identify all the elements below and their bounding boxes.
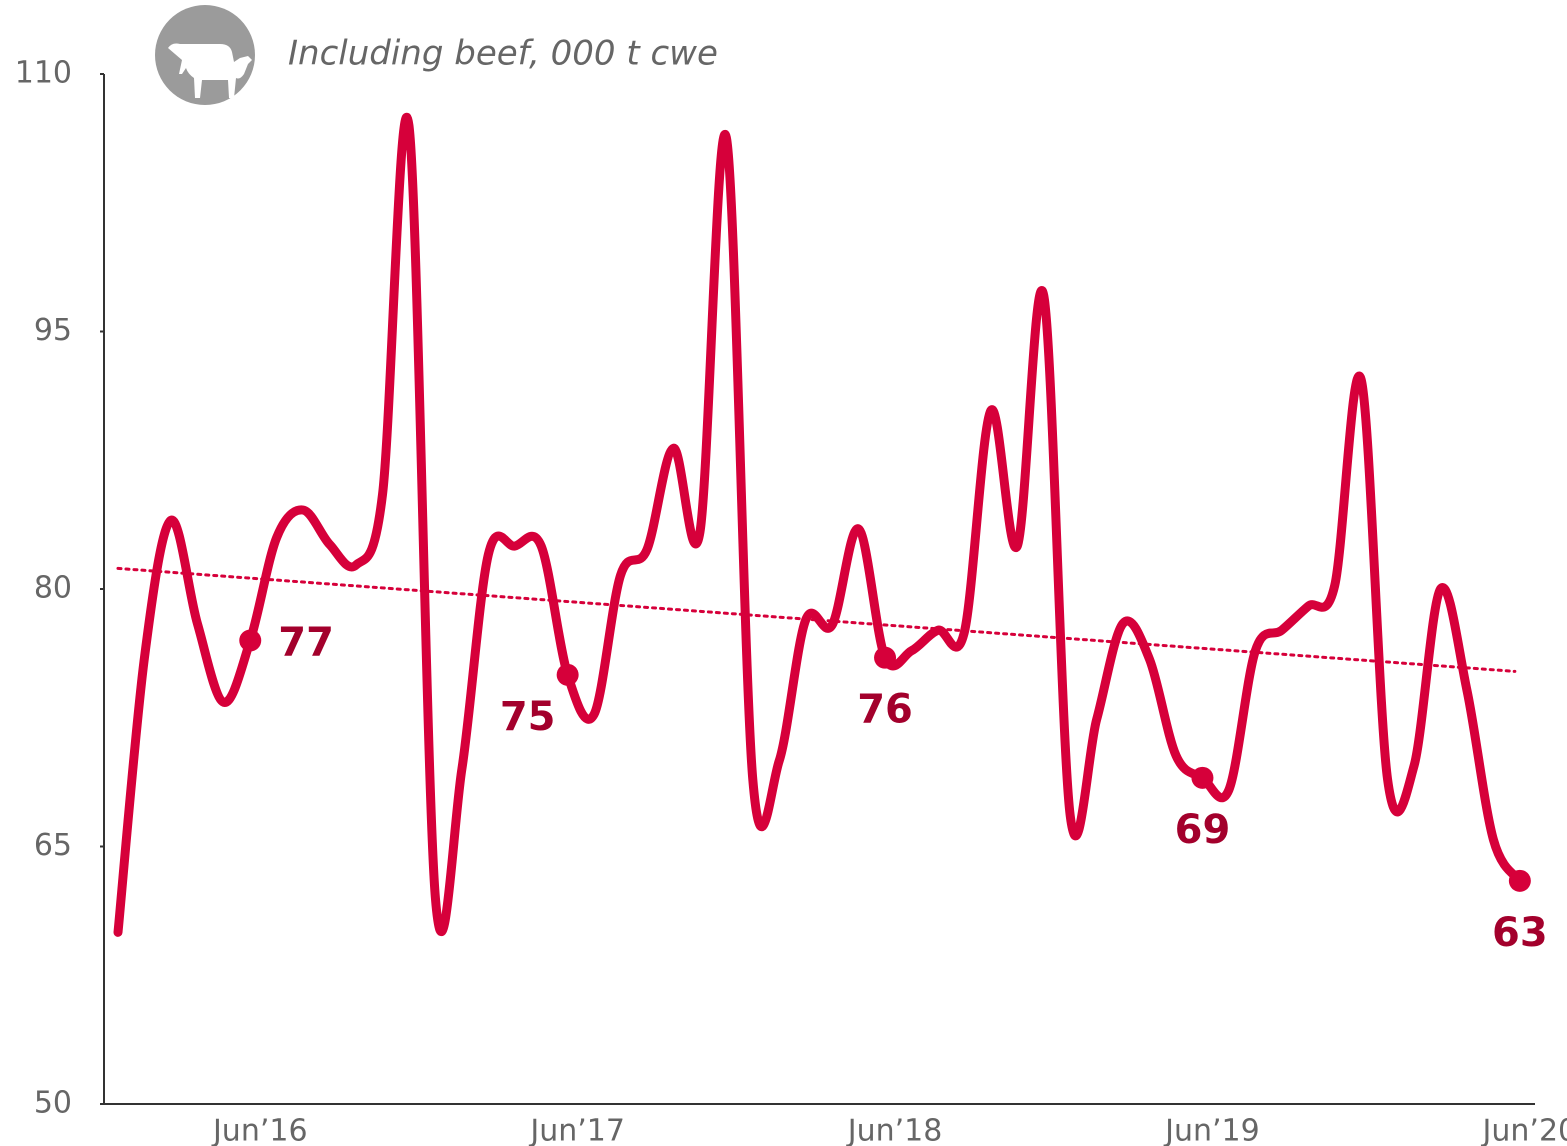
- y-tick-label: 50: [34, 1086, 72, 1121]
- data-label: 75: [500, 694, 556, 740]
- y-tick-label: 95: [34, 313, 72, 348]
- point: [239, 629, 262, 652]
- x-tick-label: Jun’20: [1481, 1114, 1567, 1146]
- chart-title: Including beef, 000 t cwe: [288, 34, 718, 74]
- point: [556, 663, 579, 686]
- y-tick-label: 65: [34, 828, 72, 863]
- x-tick-label: Jun’16: [211, 1114, 308, 1146]
- data-label: 69: [1175, 807, 1231, 853]
- x-tick-label: Jun’17: [528, 1114, 625, 1146]
- point: [1191, 766, 1214, 789]
- y-tick-label: 110: [15, 56, 72, 91]
- x-tick-label: Jun’19: [1163, 1114, 1260, 1146]
- y-tick-label: 80: [34, 571, 72, 606]
- point: [1508, 869, 1531, 892]
- data-label: 77: [278, 620, 334, 666]
- point: [874, 646, 897, 669]
- data-label: 63: [1492, 910, 1548, 956]
- x-tick-label: Jun’18: [846, 1114, 943, 1146]
- line: [113, 112, 1525, 937]
- cow-icon: [155, 5, 255, 105]
- data-label: 76: [857, 687, 913, 733]
